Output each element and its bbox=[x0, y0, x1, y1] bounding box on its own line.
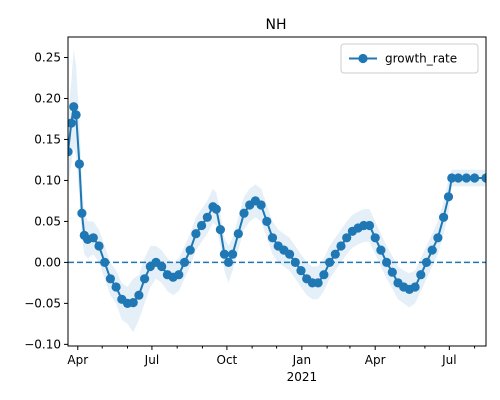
data-point bbox=[256, 200, 266, 210]
y-tick-label: −0.10 bbox=[24, 337, 61, 351]
data-point bbox=[285, 249, 295, 259]
data-point bbox=[68, 147, 73, 157]
data-point bbox=[364, 220, 375, 231]
y-tick-label: 0.10 bbox=[34, 173, 61, 187]
data-point bbox=[202, 212, 212, 222]
data-point bbox=[296, 266, 306, 276]
data-point bbox=[439, 212, 449, 222]
data-point bbox=[185, 245, 195, 255]
data-point bbox=[128, 298, 138, 308]
data-point bbox=[68, 118, 76, 128]
legend-label: growth_rate bbox=[385, 52, 457, 66]
data-point bbox=[77, 208, 87, 218]
data-point bbox=[342, 233, 352, 243]
data-point bbox=[228, 249, 238, 259]
data-point bbox=[336, 241, 346, 251]
data-point bbox=[179, 257, 190, 267]
data-point bbox=[197, 220, 207, 231]
data-point bbox=[421, 257, 432, 267]
data-point bbox=[376, 245, 386, 255]
data-point bbox=[382, 257, 392, 267]
data-point bbox=[239, 208, 249, 218]
data-point bbox=[416, 270, 426, 280]
x-tick-label: Apr bbox=[365, 353, 386, 367]
data-point bbox=[191, 229, 201, 239]
data-point bbox=[330, 249, 340, 259]
data-point bbox=[267, 233, 278, 243]
data-point bbox=[215, 225, 225, 235]
x-tick-label: Oct bbox=[217, 353, 238, 367]
legend-box bbox=[340, 43, 479, 74]
y-tick-label: −0.05 bbox=[24, 296, 61, 310]
plot-area bbox=[68, 49, 486, 333]
data-point bbox=[433, 233, 443, 243]
legend-marker-swatch bbox=[358, 53, 368, 64]
data-point bbox=[111, 282, 121, 292]
data-point bbox=[74, 159, 84, 169]
data-point bbox=[290, 257, 300, 267]
data-point bbox=[105, 274, 115, 284]
growth-rate-markers bbox=[68, 102, 486, 308]
axes: −0.10 −0.05 0.00 0.05 0.10 0.15 0.20 0.25 Apr Jul… bbox=[24, 36, 487, 384]
data-point bbox=[71, 110, 81, 120]
data-point bbox=[387, 267, 397, 277]
y-tick-label: 0.20 bbox=[34, 91, 61, 105]
x-tick-label: Jul bbox=[144, 353, 159, 367]
data-point bbox=[461, 173, 471, 183]
data-point bbox=[319, 270, 329, 280]
data-point bbox=[88, 233, 98, 243]
y-tick-label: 0.00 bbox=[34, 255, 61, 269]
data-point bbox=[313, 278, 323, 288]
data-point bbox=[427, 245, 437, 255]
data-point bbox=[447, 173, 457, 183]
data-point bbox=[470, 173, 480, 183]
x-tick-label: Jan bbox=[292, 353, 312, 367]
data-point bbox=[100, 257, 110, 267]
data-point bbox=[219, 249, 229, 259]
data-point bbox=[69, 102, 79, 112]
data-point bbox=[140, 274, 150, 284]
x-year-label: 2021 bbox=[287, 370, 318, 384]
data-point bbox=[443, 192, 454, 202]
data-point bbox=[370, 233, 380, 243]
confidence-band bbox=[68, 49, 486, 333]
data-point bbox=[94, 241, 104, 251]
data-point bbox=[174, 270, 184, 280]
legend: growth_rate bbox=[340, 43, 479, 74]
chart-title: NH bbox=[266, 17, 287, 33]
data-point bbox=[157, 261, 167, 272]
y-tick-label: 0.05 bbox=[34, 214, 61, 228]
data-point bbox=[233, 229, 243, 239]
data-point bbox=[453, 173, 463, 183]
data-point bbox=[325, 257, 335, 267]
data-point bbox=[262, 216, 272, 226]
y-tick-label: 0.15 bbox=[34, 132, 61, 146]
x-tick-label: Apr bbox=[67, 353, 88, 367]
data-point bbox=[134, 290, 144, 300]
data-point bbox=[211, 204, 221, 214]
data-point bbox=[410, 282, 420, 292]
data-point bbox=[481, 173, 486, 183]
data-point bbox=[223, 257, 234, 267]
plot-inner bbox=[68, 49, 486, 333]
y-tick-label: 0.25 bbox=[34, 50, 61, 64]
x-tick-label: Jul bbox=[441, 353, 456, 367]
